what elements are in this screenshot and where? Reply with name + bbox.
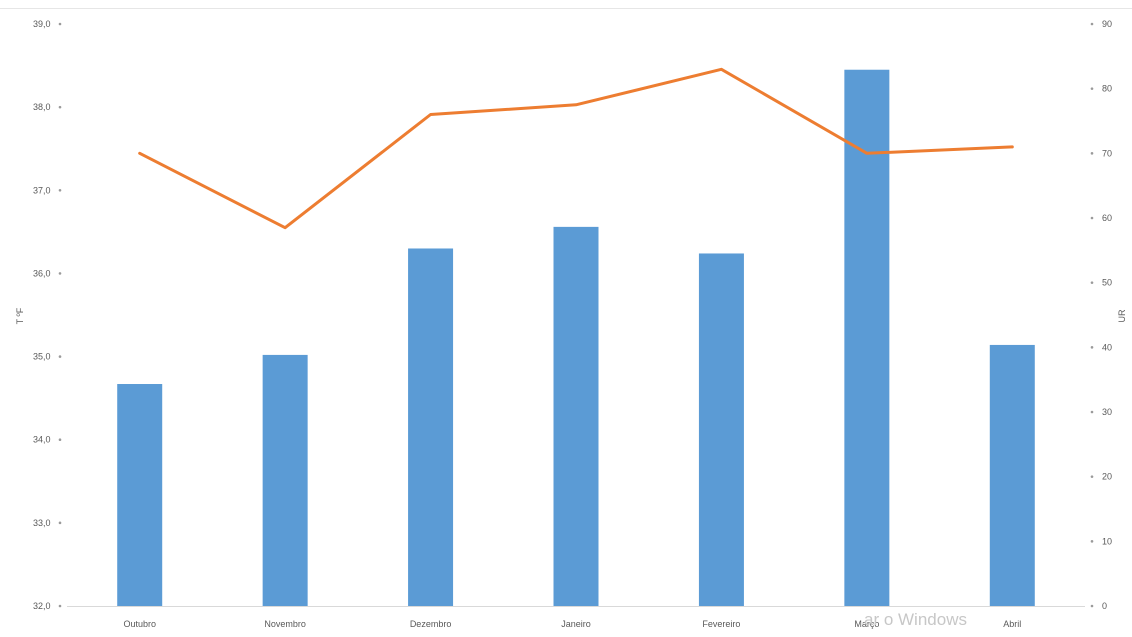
bar-janeiro [554, 227, 599, 606]
y-left-tick-mark [59, 605, 62, 608]
y-right-tick-mark [1091, 152, 1094, 155]
y-right-tick-mark [1091, 281, 1094, 284]
humidity-point [575, 104, 577, 106]
humidity-point [720, 68, 722, 70]
bar-fevereiro [699, 253, 744, 606]
y-left-tick-label: 33,0 [33, 518, 51, 528]
y-right-tick-label: 60 [1102, 213, 1112, 223]
y-right-axis-title: UR [1117, 309, 1127, 322]
y-right-tick-label: 50 [1102, 278, 1112, 288]
y-right-tick-mark [1091, 605, 1094, 608]
bar-dezembro [408, 248, 453, 606]
x-tick-label: Dezembro [410, 619, 452, 629]
y-right-tick-label: 80 [1102, 84, 1112, 94]
y-right-tick-label: 40 [1102, 342, 1112, 352]
y-right-tick-mark [1091, 23, 1094, 26]
y-left-tick-label: 37,0 [33, 185, 51, 195]
bar-abril [990, 345, 1035, 606]
y-left-tick-label: 32,0 [33, 601, 51, 611]
humidity-point [1011, 146, 1013, 148]
y-left-tick-label: 35,0 [33, 352, 51, 362]
y-left-tick-mark [59, 355, 62, 358]
bar-outubro [117, 384, 162, 606]
y-right-tick-mark [1091, 87, 1094, 90]
y-left-tick-mark [59, 23, 62, 26]
windows-activation-watermark: ar o Windows [864, 610, 967, 630]
y-right-tick-mark [1091, 475, 1094, 478]
x-tick-label: Abril [1003, 619, 1021, 629]
x-tick-label: Outubro [123, 619, 156, 629]
y-right-tick-label: 90 [1102, 19, 1112, 29]
y-left-tick-mark [59, 189, 62, 192]
bar-novembro [263, 355, 308, 606]
humidity-point [284, 227, 286, 229]
bar-março [844, 70, 889, 606]
y-left-tick-label: 38,0 [33, 102, 51, 112]
humidity-point [139, 152, 141, 154]
y-left-tick-mark [59, 106, 62, 109]
y-left-tick-mark [59, 272, 62, 275]
y-left-tick-mark [59, 438, 62, 441]
y-left-axis-title: T ºF [15, 307, 25, 324]
y-left-tick-label: 39,0 [33, 19, 51, 29]
x-tick-label: Janeiro [561, 619, 591, 629]
y-right-tick-label: 30 [1102, 407, 1112, 417]
y-right-tick-mark [1091, 346, 1094, 349]
y-right-tick-label: 70 [1102, 148, 1112, 158]
humidity-point [866, 152, 868, 154]
humidity-point [429, 113, 431, 115]
y-left-tick-mark [59, 522, 62, 525]
x-tick-label: Fevereiro [702, 619, 740, 629]
y-left-tick-label: 34,0 [33, 435, 51, 445]
x-tick-label: Novembro [264, 619, 306, 629]
y-right-tick-mark [1091, 411, 1094, 414]
y-right-tick-mark [1091, 217, 1094, 220]
y-left-tick-label: 36,0 [33, 268, 51, 278]
y-right-tick-label: 10 [1102, 536, 1112, 546]
y-right-tick-label: 0 [1102, 601, 1107, 611]
y-right-tick-label: 20 [1102, 472, 1112, 482]
y-right-tick-mark [1091, 540, 1094, 543]
